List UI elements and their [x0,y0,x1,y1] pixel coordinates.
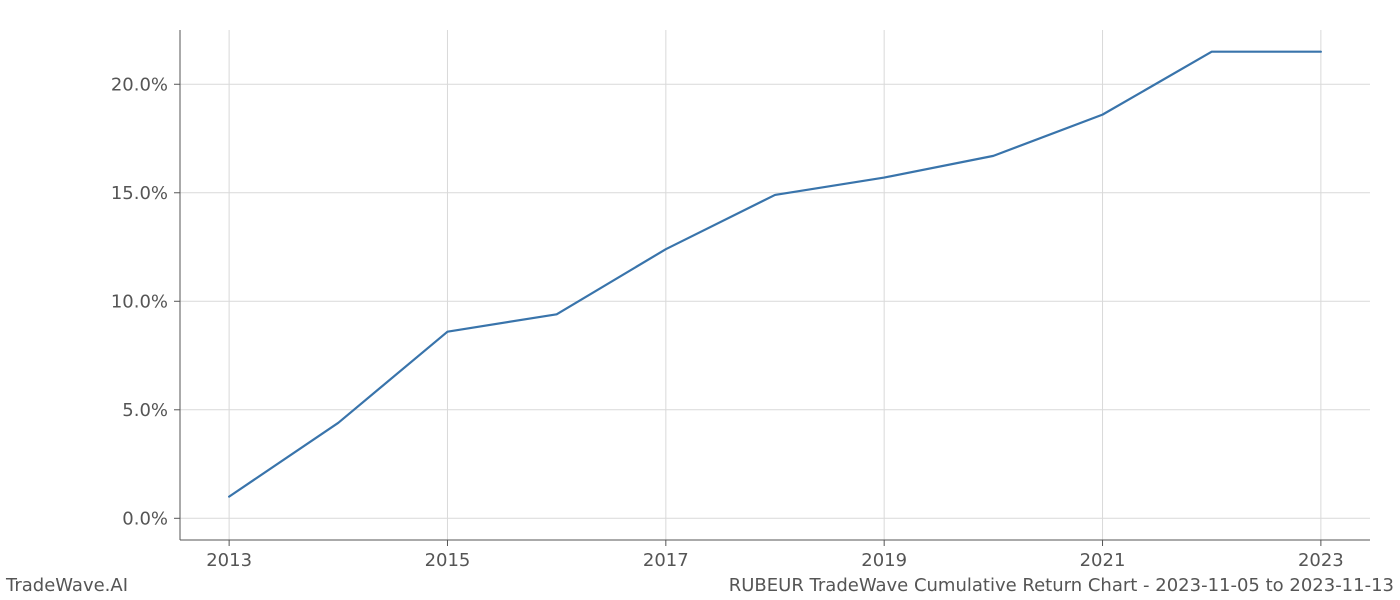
chart-footer: TradeWave.AI RUBEUR TradeWave Cumulative… [0,575,1400,596]
chart-container: 2013 2015 2017 2019 2021 2023 0.0% 5.0% 10.0% 15.… [0,0,1400,600]
x-tick-label: 2019 [861,550,907,571]
y-tick-label: 15.0% [111,183,168,204]
footer-right-label: RUBEUR TradeWave Cumulative Return Chart… [729,575,1394,596]
footer-left-label: TradeWave.AI [6,575,128,596]
x-tick-label: 2017 [643,550,689,571]
x-tick-label: 2023 [1298,550,1344,571]
chart-bg [0,0,1400,600]
y-tick-label: 0.0% [122,509,168,530]
line-chart: 2013 2015 2017 2019 2021 2023 0.0% 5.0% 10.0% 15.… [0,0,1400,600]
x-tick-label: 2015 [425,550,471,571]
x-tick-label: 2021 [1080,550,1126,571]
y-tick-label: 5.0% [122,400,168,421]
x-tick-label: 2013 [206,550,252,571]
y-tick-label: 10.0% [111,292,168,313]
y-tick-label: 20.0% [111,75,168,96]
